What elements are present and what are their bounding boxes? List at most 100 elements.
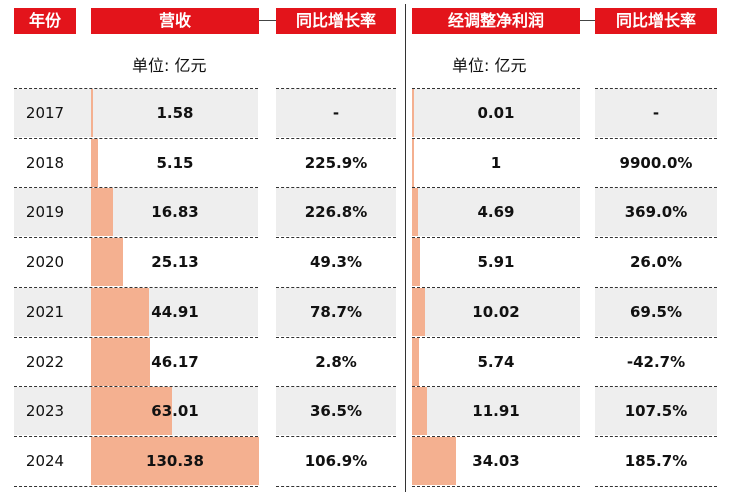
year-cell: 2021: [25, 303, 65, 321]
profit-growth-value: -42.7%: [626, 353, 686, 371]
profit-growth-value: 185.7%: [624, 452, 688, 470]
row-divider: [595, 138, 717, 139]
row-divider: [595, 88, 717, 89]
row-divider: [14, 287, 258, 288]
revenue-bar: [91, 238, 124, 286]
profit-bar: [412, 288, 425, 336]
row-shade: [276, 387, 396, 435]
column-divider: [405, 4, 406, 492]
profit-bar: [412, 89, 414, 137]
row-divider: [276, 337, 396, 338]
revenue-growth-value: 36.5%: [309, 402, 363, 420]
revenue-growth-value: 49.3%: [309, 253, 363, 271]
revenue-value: 25.13: [151, 253, 199, 271]
year-cell: 2023: [25, 402, 65, 420]
row-divider: [276, 88, 396, 89]
row-divider: [595, 287, 717, 288]
row-shade: [595, 387, 717, 435]
row-divider: [595, 337, 717, 338]
revenue-growth-value: 225.9%: [304, 154, 368, 172]
revenue-growth-value: 226.8%: [304, 203, 368, 221]
profit-growth-value: 9900.0%: [619, 154, 693, 172]
row-divider: [412, 237, 580, 238]
revenue-growth-value: 78.7%: [309, 303, 363, 321]
profit-growth-value: 107.5%: [624, 402, 688, 420]
revenue-growth-value: 106.9%: [304, 452, 368, 470]
revenue-bar: [91, 188, 113, 236]
row-shade: [595, 188, 717, 236]
unit-label-right: 单位: 亿元: [452, 56, 527, 75]
row-divider: [412, 436, 580, 437]
header-profit-growth: 同比增长率: [595, 8, 717, 34]
header-connector-left: [259, 20, 276, 21]
row-divider: [276, 436, 396, 437]
row-divider: [412, 187, 580, 188]
profit-growth-value: -: [652, 104, 660, 122]
revenue-bar: [91, 89, 94, 137]
revenue-value: 46.17: [151, 353, 199, 371]
revenue-bar: [91, 139, 98, 187]
revenue-value: 5.15: [156, 154, 194, 172]
header-year: 年份: [14, 8, 76, 34]
revenue-bar: [91, 387, 173, 435]
row-shade: [276, 288, 396, 336]
row-divider: [276, 237, 396, 238]
revenue-bar: [91, 338, 151, 386]
profit-growth-value: 69.5%: [629, 303, 683, 321]
revenue-growth-value: -: [332, 104, 340, 122]
year-cell: 2024: [25, 452, 65, 470]
row-shade: [595, 288, 717, 336]
row-shade: [14, 89, 258, 137]
revenue-growth-value: 2.8%: [315, 353, 357, 371]
row-divider: [276, 486, 396, 487]
row-divider: [412, 88, 580, 89]
row-divider: [14, 88, 258, 89]
row-divider: [14, 436, 258, 437]
profit-growth-value: 369.0%: [624, 203, 688, 221]
year-cell: 2017: [25, 104, 65, 122]
profit-value: 11.91: [472, 402, 520, 420]
revenue-value: 130.38: [146, 452, 204, 470]
year-cell: 2020: [25, 253, 65, 271]
year-cell: 2019: [25, 203, 65, 221]
profit-growth-value: 26.0%: [629, 253, 683, 271]
row-shade: [412, 288, 580, 336]
row-shade: [276, 188, 396, 236]
revenue-bar: [91, 288, 149, 336]
revenue-value: 1.58: [156, 104, 194, 122]
header-profit: 经调整净利润: [412, 8, 580, 34]
row-divider: [412, 337, 580, 338]
row-divider: [14, 337, 258, 338]
revenue-value: 63.01: [151, 402, 199, 420]
year-cell: 2022: [25, 353, 65, 371]
header-connector-right: [580, 20, 595, 21]
row-shade: [595, 89, 717, 137]
row-shade: [412, 387, 580, 435]
profit-value: 5.74: [477, 353, 515, 371]
revenue-value: 16.83: [151, 203, 199, 221]
row-shade: [412, 188, 580, 236]
row-divider: [595, 237, 717, 238]
row-divider: [14, 138, 258, 139]
profit-bar: [412, 188, 419, 236]
revenue-bar: [91, 437, 259, 485]
row-divider: [595, 486, 717, 487]
row-divider: [14, 386, 258, 387]
header-revenue-growth: 同比增长率: [276, 8, 396, 34]
row-divider: [595, 436, 717, 437]
profit-value: 4.69: [477, 203, 515, 221]
unit-label-left: 单位: 亿元: [132, 56, 207, 75]
profit-value: 10.02: [472, 303, 520, 321]
row-divider: [595, 386, 717, 387]
profit-bar: [412, 139, 414, 187]
year-cell: 2018: [25, 154, 65, 172]
row-divider: [276, 386, 396, 387]
profit-value: 0.01: [477, 104, 515, 122]
row-shade: [412, 89, 580, 137]
row-divider: [412, 138, 580, 139]
profit-value: 1: [490, 154, 502, 172]
row-divider: [412, 486, 580, 487]
row-divider: [276, 138, 396, 139]
row-divider: [412, 386, 580, 387]
